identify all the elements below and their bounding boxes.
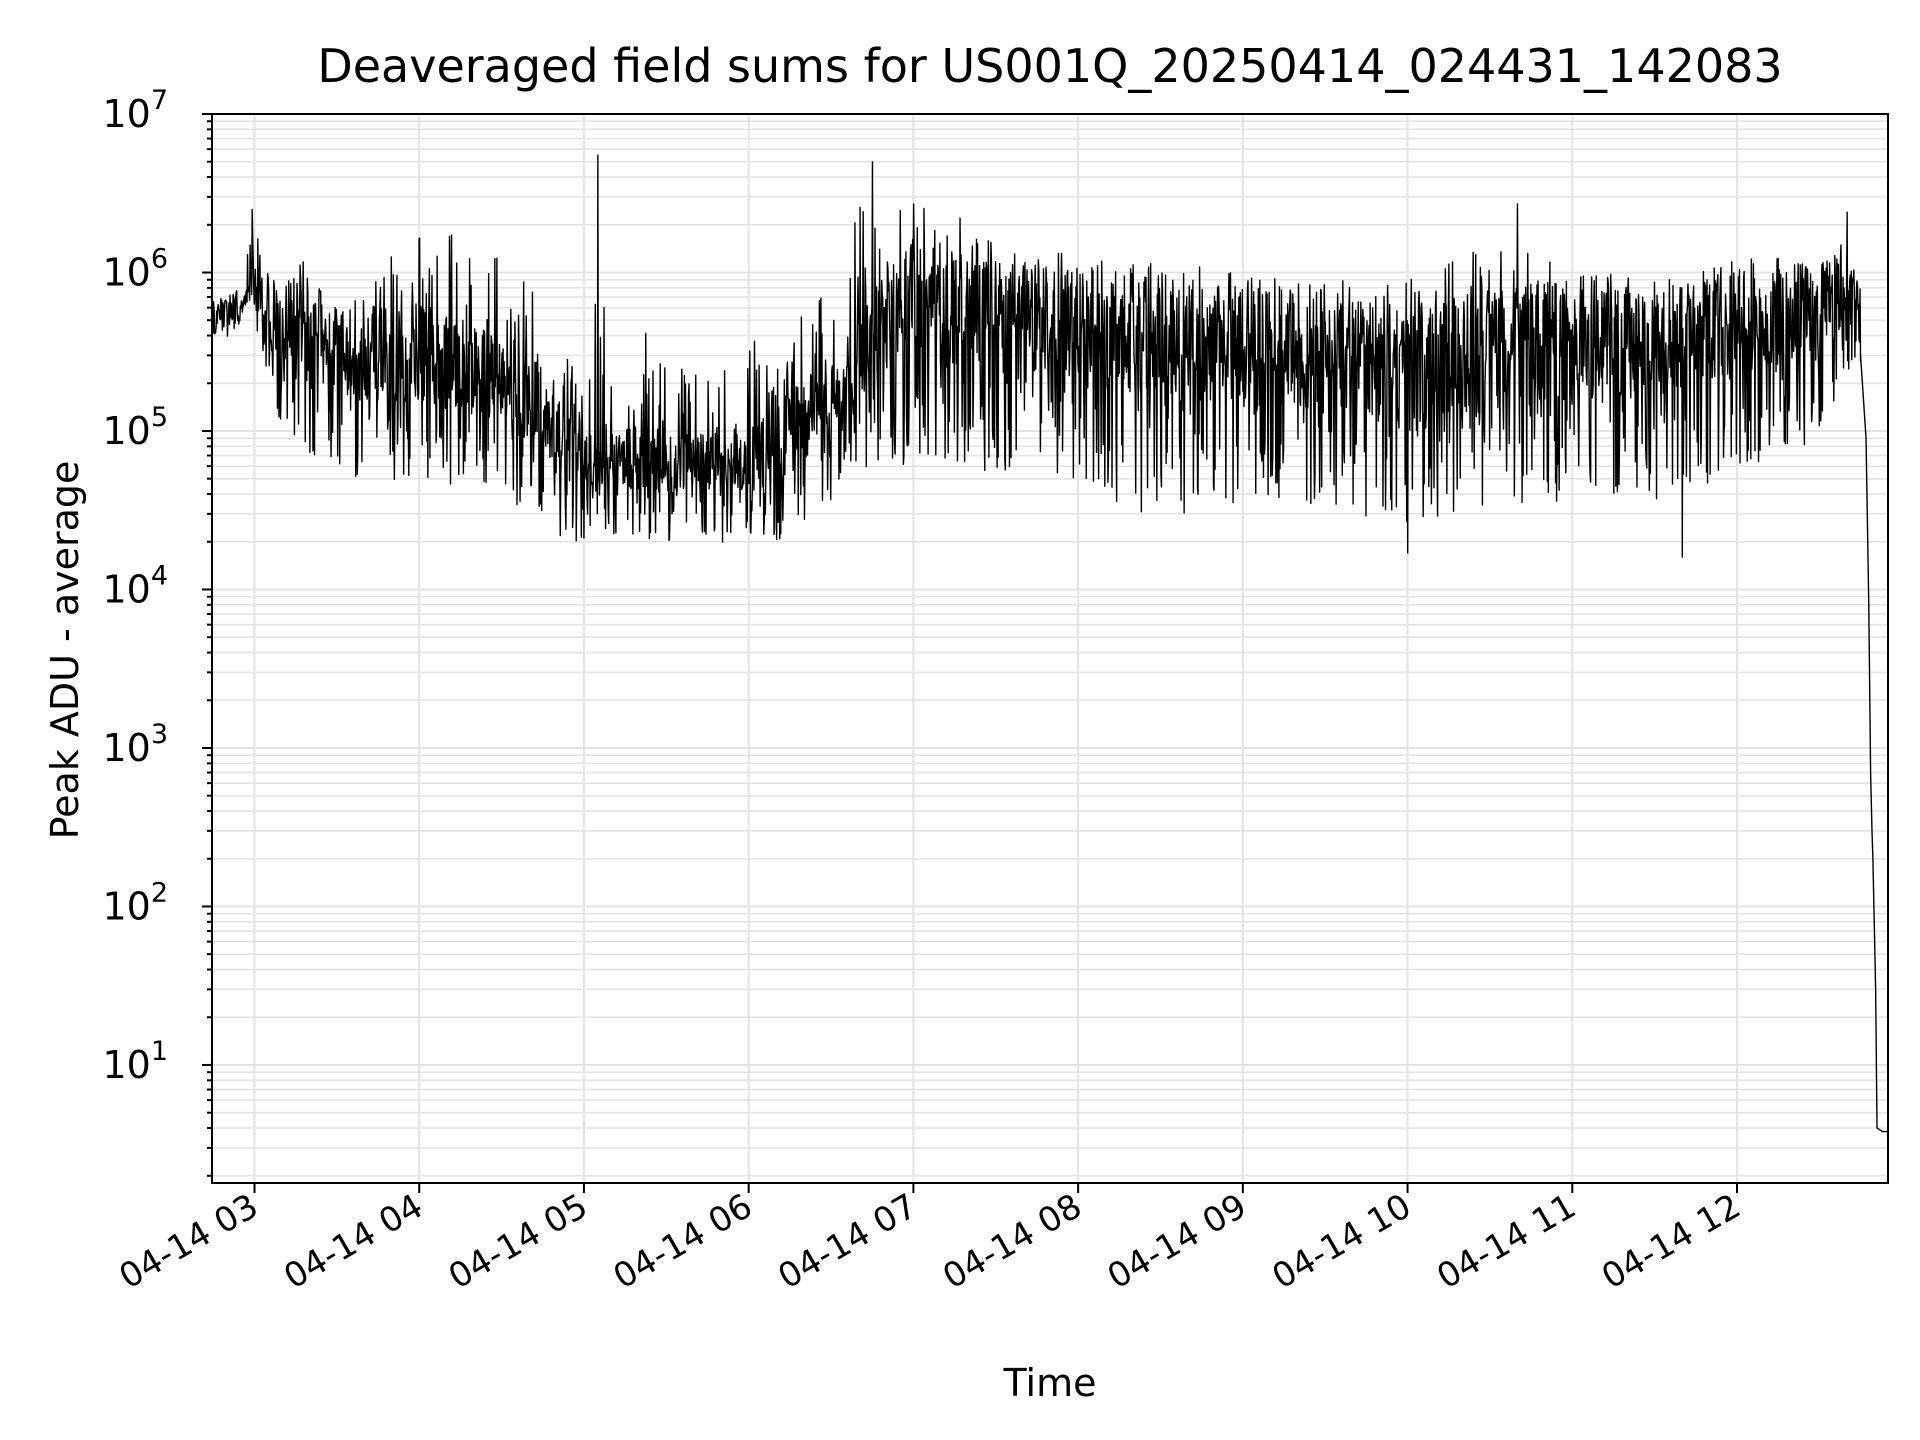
- chart-title: Deaveraged field sums for US001Q_2025041…: [317, 39, 1782, 93]
- y-tick-exponent: 5: [151, 402, 168, 433]
- y-tick-exponent: 4: [151, 560, 168, 591]
- y-tick-exponent: 6: [151, 243, 168, 274]
- series-layer: [211, 154, 1888, 1133]
- y-tick-exponent: 1: [151, 1036, 168, 1067]
- grid: [212, 113, 1888, 1183]
- y-tick-exponent: 2: [151, 877, 168, 908]
- series-line: [211, 154, 1888, 1133]
- y-tick-exponent: 7: [151, 85, 168, 116]
- plot-frame: [211, 113, 1889, 1184]
- x-axis-label: Time: [1003, 1361, 1097, 1405]
- y-axis-label: Peak ADU - average: [43, 461, 87, 840]
- y-tick-exponent: 3: [151, 719, 168, 750]
